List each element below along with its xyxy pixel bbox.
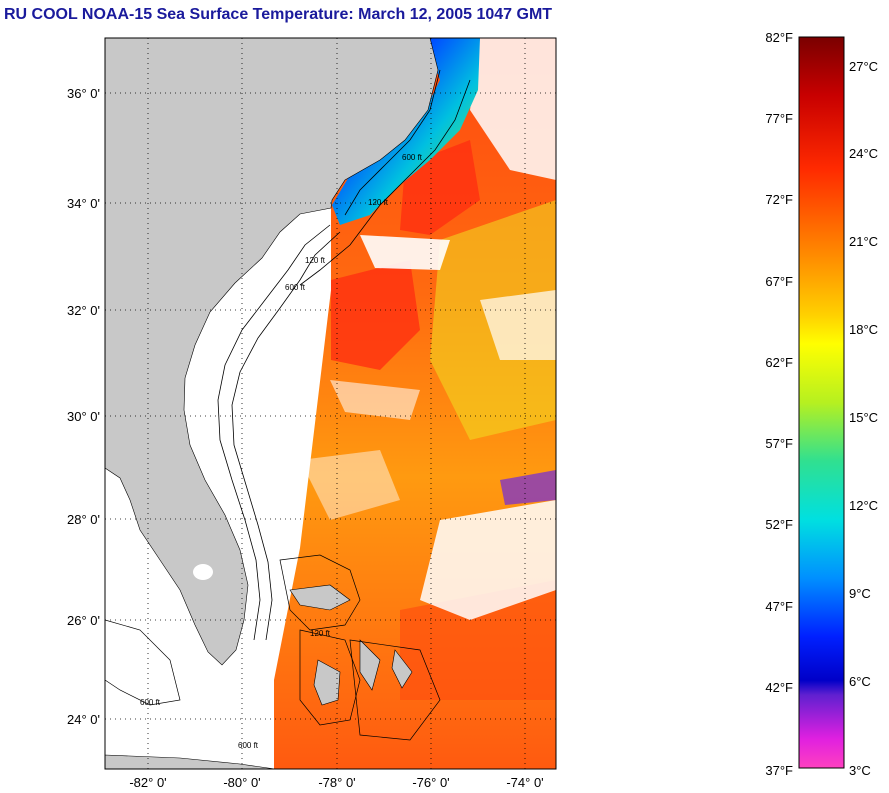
coastal-cold-water (332, 38, 480, 225)
f-tick-label: 62°F (765, 355, 793, 370)
f-tick-label: 72°F (765, 192, 793, 207)
c-tick-label: 15°C (849, 410, 878, 425)
colorbar-celsius-scale: 27°C 24°C 21°C 18°C 15°C 12°C 9°C 6°C 3°… (849, 59, 878, 778)
land-bahamas (359, 639, 381, 691)
f-tick-label: 52°F (765, 517, 793, 532)
c-tick-label: 21°C (849, 234, 878, 249)
c-tick-label: 12°C (849, 498, 878, 513)
cloud-area (420, 500, 556, 620)
land-bahamas (391, 649, 413, 689)
contour-label: 600 ft (285, 283, 306, 292)
lat-tick-label: 26° 0' (67, 613, 100, 628)
contour-label: 120 ft (305, 256, 326, 265)
map-panel: 120 ft 600 ft 120 ft 600 ft 600 ft 600 f… (67, 37, 557, 790)
colorbar: 82°F 77°F 72°F 67°F 62°F 57°F 52°F 47°F … (765, 30, 878, 778)
map-title: RU COOL NOAA-15 Sea Surface Temperature:… (4, 6, 553, 23)
lat-tick-label: 30° 0' (67, 409, 100, 424)
contour-label: 600 ft (402, 153, 423, 162)
contour-bahamas (349, 639, 441, 741)
contour-600ft (231, 231, 341, 641)
f-tick-label: 82°F (765, 30, 793, 45)
land-mainland (105, 38, 439, 666)
f-tick-label: 77°F (765, 111, 793, 126)
land-cuba (105, 754, 276, 769)
map-frame (104, 37, 557, 770)
lon-tick-label: -74° 0' (506, 775, 543, 790)
latitude-axis: 36° 0' 34° 0' 32° 0' 30° 0' 28° 0' 26° 0… (67, 86, 100, 727)
contour-bahamas (299, 629, 361, 726)
land-bahamas (313, 659, 341, 706)
c-tick-label: 9°C (849, 586, 871, 601)
c-tick-label: 27°C (849, 59, 878, 74)
f-tick-label: 37°F (765, 763, 793, 778)
f-tick-label: 57°F (765, 436, 793, 451)
contour-keys (105, 619, 181, 706)
lon-tick-label: -76° 0' (412, 775, 449, 790)
contour-120ft (217, 224, 331, 641)
warm-patch (400, 580, 556, 700)
lon-tick-label: -78° 0' (318, 775, 355, 790)
c-tick-label: 24°C (849, 146, 878, 161)
graticule (105, 38, 556, 769)
cloud-area (300, 450, 400, 520)
f-tick-label: 42°F (765, 680, 793, 695)
c-tick-label: 18°C (849, 322, 878, 337)
warm-patch (331, 260, 420, 370)
cloud-area (330, 380, 420, 420)
contour-label: 600 ft (238, 741, 259, 750)
f-tick-label: 67°F (765, 274, 793, 289)
lake-okeechobee (193, 564, 213, 580)
c-tick-label: 6°C (849, 674, 871, 689)
colorbar-fahrenheit-scale: 82°F 77°F 72°F 67°F 62°F 57°F 52°F 47°F … (765, 30, 793, 778)
lat-tick-label: 32° 0' (67, 303, 100, 318)
lat-tick-label: 36° 0' (67, 86, 100, 101)
cloud-area (360, 235, 450, 270)
contour-label: 600 ft (140, 698, 161, 707)
cloud-area (470, 38, 556, 180)
contour-bahamas (279, 554, 361, 631)
colorbar-gradient (798, 36, 845, 769)
lon-tick-label: -80° 0' (223, 775, 260, 790)
contour-label: 120 ft (368, 198, 389, 207)
cold-speckle (500, 470, 556, 505)
lat-tick-label: 28° 0' (67, 512, 100, 527)
lon-tick-label: -82° 0' (129, 775, 166, 790)
c-tick-label: 3°C (849, 763, 871, 778)
contour-label: 120 ft (310, 629, 331, 638)
f-tick-label: 47°F (765, 599, 793, 614)
contour-600ft (299, 79, 471, 286)
lat-tick-label: 34° 0' (67, 196, 100, 211)
cloud-area (480, 290, 556, 360)
land-bahamas (289, 584, 351, 611)
contour-120ft (344, 69, 441, 216)
longitude-axis: -82° 0' -80° 0' -78° 0' -76° 0' -74° 0' (129, 775, 543, 790)
lat-tick-label: 24° 0' (67, 712, 100, 727)
